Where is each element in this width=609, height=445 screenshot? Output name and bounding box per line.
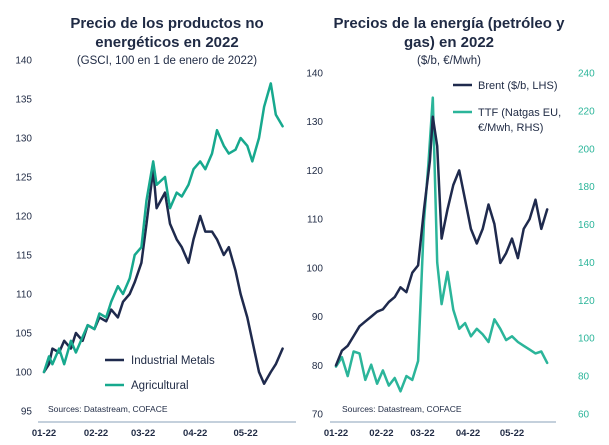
left-series-lines xyxy=(42,82,284,385)
left-x-tick-label: 02-22 xyxy=(84,428,108,439)
series-line-industrial-metals xyxy=(42,167,284,385)
right-chart-right-y-tick-label: 240 xyxy=(578,69,595,80)
left-chart-title-line1: Precio de los productos no xyxy=(70,15,263,32)
right-chart-left-y-tick-label: 110 xyxy=(307,215,323,226)
right-legend: Brent ($/b, LHS) TTF (Natgas EU, €/Mwh, … xyxy=(453,80,561,134)
right-chart-right-y-tick-label: 100 xyxy=(578,334,595,345)
left-y-tick-label: 105 xyxy=(15,329,32,340)
right-x-tick-label: 03-22 xyxy=(410,428,434,439)
right-chart-title-line1: Precios de la energía (petróleo y xyxy=(334,15,566,32)
left-chart-subtitle: (GSCI, 100 en 1 de enero de 2022) xyxy=(77,55,257,67)
left-legend: Industrial Metals Agricultural xyxy=(105,355,215,392)
left-y-tick-label: 110 xyxy=(16,290,32,301)
left-y-tick-label: 95 xyxy=(21,407,33,418)
right-chart-right-y-tick-label: 220 xyxy=(578,106,595,117)
left-chart-panel: Precio de los productos no energéticos e… xyxy=(15,15,296,439)
right-chart-left-y-tick-label: 70 xyxy=(312,410,324,421)
right-chart-left-y-tick-label: 100 xyxy=(306,263,323,274)
right-chart-left-y-tick-label: 130 xyxy=(306,117,323,128)
left-y-tick-label: 130 xyxy=(15,134,32,145)
right-x-axis-ticks: 01-22 02-22 03-22 04-22 05-22 xyxy=(324,428,524,439)
right-chart-left-y-tick-label: 120 xyxy=(306,166,323,177)
right-chart-right-y-tick-label: 180 xyxy=(578,182,595,193)
left-y-tick-label: 125 xyxy=(15,173,32,184)
left-chart-source: Sources: Datastream, COFACE xyxy=(48,404,168,414)
series-line-ttf xyxy=(334,96,549,393)
legend-label-industrial-metals: Industrial Metals xyxy=(131,355,215,367)
right-chart-title-line2: gas) en 2022 xyxy=(404,34,494,51)
right-chart-right-y-tick-label: 60 xyxy=(578,410,590,421)
legend-label-ttf: TTF (Natgas EU, xyxy=(478,107,561,119)
left-y-tick-label: 115 xyxy=(16,251,32,262)
left-x-tick-label: 01-22 xyxy=(32,428,56,439)
right-chart-source: Sources: Datastream, COFACE xyxy=(342,404,462,414)
right-chart-left-y-tick-label: 140 xyxy=(306,69,323,80)
right-chart-right-y-tick-label: 80 xyxy=(578,372,590,383)
right-x-tick-label: 01-22 xyxy=(324,428,348,439)
right-series-lines xyxy=(334,96,549,393)
left-y-tick-label: 120 xyxy=(15,212,32,223)
left-x-tick-label: 04-22 xyxy=(183,428,207,439)
right-x-tick-label: 04-22 xyxy=(456,428,480,439)
legend-label-agricultural: Agricultural xyxy=(131,380,189,392)
right-chart-right-y-tick-label: 200 xyxy=(578,144,595,155)
left-chart-title-line2: energéticos en 2022 xyxy=(95,34,238,51)
right-chart-left-y-tick-label: 80 xyxy=(312,361,324,372)
left-y-tick-label: 100 xyxy=(15,368,32,379)
series-line-agricultural xyxy=(42,82,284,374)
right-chart-panel: Precios de la energía (petróleo y gas) e… xyxy=(306,15,595,439)
right-chart-subtitle: ($/b, €/Mwh) xyxy=(417,55,481,67)
legend-label-ttf-line2: €/Mwh, RHS) xyxy=(478,122,543,134)
right-chart-left-y-tick-label: 90 xyxy=(312,312,324,323)
left-y-tick-label: 135 xyxy=(15,95,32,106)
left-x-tick-label: 03-22 xyxy=(131,428,155,439)
right-chart-right-y-tick-label: 160 xyxy=(578,220,595,231)
right-chart-right-y-axis-ticks: 60 80 100 120 140 160 180 200 220 240 xyxy=(578,69,595,421)
right-x-tick-label: 02-22 xyxy=(369,428,393,439)
right-chart-right-y-tick-label: 120 xyxy=(578,296,595,307)
right-x-tick-label: 05-22 xyxy=(500,428,524,439)
legend-label-brent: Brent ($/b, LHS) xyxy=(478,80,557,92)
right-chart-right-y-tick-label: 140 xyxy=(578,258,595,269)
series-line-brent xyxy=(334,115,549,367)
left-y-tick-label: 140 xyxy=(15,56,32,67)
left-x-axis-ticks: 01-22 02-22 03-22 04-22 05-22 xyxy=(32,428,258,439)
left-y-axis-ticks: 95 100 105 110 115 120 125 130 135 140 xyxy=(15,56,32,418)
left-x-tick-label: 05-22 xyxy=(233,428,257,439)
right-chart-left-y-axis-ticks: 70 80 90 100 110 120 130 140 xyxy=(306,69,323,421)
